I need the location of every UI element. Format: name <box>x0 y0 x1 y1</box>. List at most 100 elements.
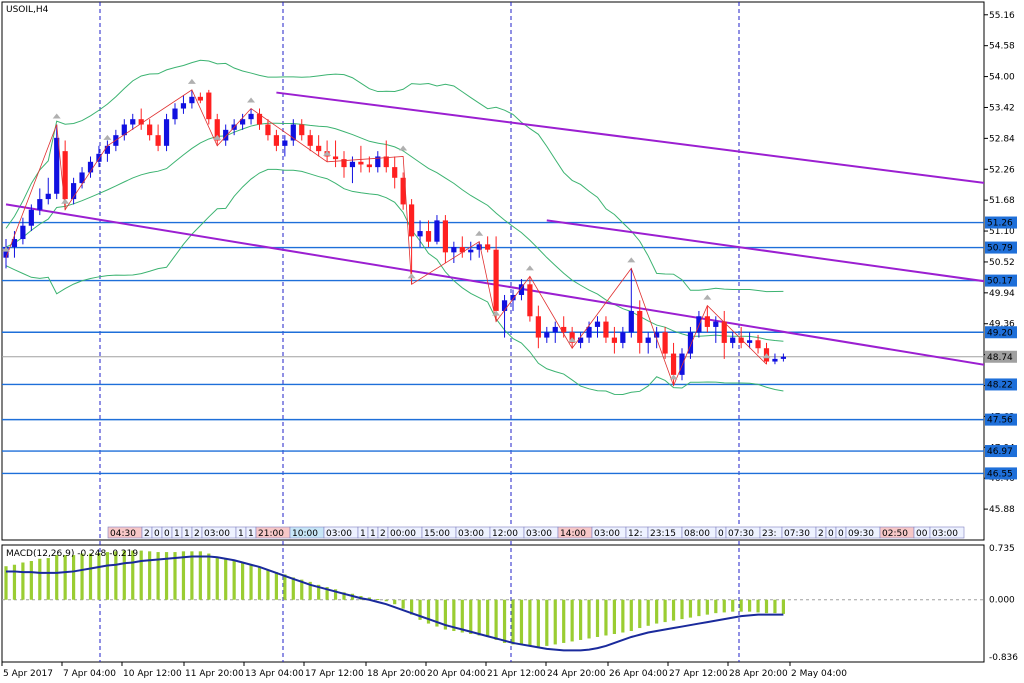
fractal-marker <box>703 294 712 300</box>
candle <box>240 113 246 130</box>
candle <box>637 300 643 354</box>
macd-bar <box>697 599 701 617</box>
candle <box>130 113 136 130</box>
macd-bar <box>655 599 659 624</box>
time-strip-label: 14:00 <box>560 529 586 539</box>
time-strip-cell: 21:00 <box>255 526 291 539</box>
time-strip-cell: 0 <box>151 526 163 539</box>
svg-text:51.26: 51.26 <box>987 219 1013 229</box>
time-strip-label: 00:00 <box>390 529 416 539</box>
fractal-marker <box>475 230 484 236</box>
macd-bar <box>443 599 447 630</box>
macd-bar <box>232 561 236 600</box>
fractal-marker <box>762 353 771 359</box>
macd-bar <box>207 553 211 600</box>
time-strip-label: 0 <box>164 529 170 539</box>
time-strip-label: 03:00 <box>458 529 484 539</box>
macd-bar <box>680 599 684 620</box>
candle <box>54 124 60 200</box>
macd-bar <box>452 599 456 632</box>
candle <box>316 135 322 157</box>
candle <box>341 151 347 178</box>
time-strip-label: 07:30 <box>784 529 810 539</box>
macd-bar <box>435 599 439 627</box>
macd-bar <box>29 561 33 600</box>
time-strip-cell: 00 <box>913 526 931 539</box>
candle <box>679 348 685 381</box>
macd-bar <box>671 599 676 621</box>
time-strip-cell: 1 <box>181 526 193 539</box>
time-strip-label: 03:00 <box>204 529 230 539</box>
macd-bar <box>317 584 321 600</box>
level-label: 46.55 <box>985 467 1017 480</box>
candle <box>730 332 736 349</box>
macd-bar <box>38 558 42 600</box>
candle <box>704 305 710 333</box>
chart-symbol-title: USOIL,H4 <box>6 5 49 15</box>
candle <box>755 334 761 354</box>
candle <box>214 113 220 146</box>
candle <box>290 119 296 146</box>
macd-bar <box>114 551 118 600</box>
price-tick-label: 52.26 <box>989 165 1015 175</box>
time-strip-label: 07:30 <box>728 529 754 539</box>
macd-bar <box>579 599 583 640</box>
macd-bar <box>426 599 431 624</box>
price-panel-frame <box>1 1 985 541</box>
time-strip-cell: 03:00 <box>929 526 965 539</box>
macd-bar <box>536 599 540 647</box>
macd-bar <box>97 552 101 600</box>
fractal-marker <box>627 257 636 263</box>
macd-bar <box>418 599 422 620</box>
time-strip-label: 23:15 <box>650 529 676 539</box>
time-strip-label: 15:00 <box>424 529 450 539</box>
price-tick-label: 52.84 <box>989 134 1015 144</box>
price-tick-label: 54.00 <box>989 73 1015 83</box>
macd-bar <box>393 599 397 605</box>
price-tick-label: 55.16 <box>989 11 1015 21</box>
candle <box>383 140 389 173</box>
candle <box>417 220 423 248</box>
candle <box>96 145 102 168</box>
candle <box>20 217 26 245</box>
macd-bar <box>587 599 591 639</box>
macd-bar <box>748 599 752 612</box>
time-strip-label: 23: <box>762 529 776 539</box>
fractal-marker <box>669 374 678 380</box>
macd-signal-line <box>6 555 784 652</box>
bollinger-upper <box>5 59 784 293</box>
candle <box>172 103 178 125</box>
macd-bar <box>4 566 8 600</box>
level-label: 50.79 <box>985 241 1017 254</box>
channel-line <box>546 219 984 283</box>
candle <box>400 172 406 210</box>
price-tick-label: 54.58 <box>989 42 1015 52</box>
time-strip-label: 03:00 <box>326 529 352 539</box>
time-strip-cell: 15:00 <box>421 526 457 539</box>
time-strip-cell: 23: <box>759 526 783 539</box>
candle <box>147 119 153 141</box>
macd-bar <box>638 599 642 629</box>
macd-bar <box>367 597 371 600</box>
svg-text:46.97: 46.97 <box>987 447 1013 457</box>
macd-bar <box>224 558 228 600</box>
time-strip-cell: 2 <box>815 526 827 539</box>
price-tick-label: 45.88 <box>989 505 1015 515</box>
candle <box>37 188 43 216</box>
time-tick-label: 13 Apr 04:00 <box>245 669 304 679</box>
candle <box>721 310 727 359</box>
candle <box>180 95 187 114</box>
level-label: 47.56 <box>985 413 1017 426</box>
time-strip-cell: 02:50 <box>879 526 915 539</box>
svg-text:47.56: 47.56 <box>987 416 1013 426</box>
macd-bar <box>562 599 566 643</box>
fractal-marker <box>407 273 416 279</box>
level-label: 51.26 <box>985 216 1017 229</box>
candle <box>645 332 651 354</box>
time-strip-label: 1 <box>174 529 180 539</box>
macd-bar <box>511 599 515 645</box>
time-strip-label: 03:00 <box>526 529 552 539</box>
fractal-marker <box>61 198 70 204</box>
level-label: 49.20 <box>985 326 1017 339</box>
price-axis: 55.16 54.58 54.00 53.42 52.84 52.26 51.68 51.10… <box>984 11 1015 515</box>
